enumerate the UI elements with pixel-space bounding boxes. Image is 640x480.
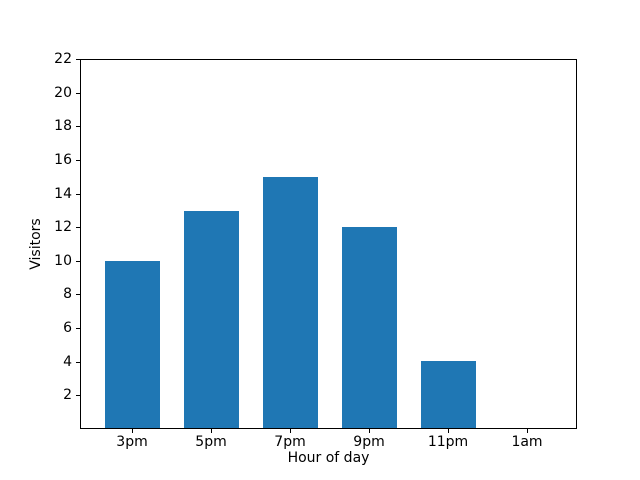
x-tick-mark xyxy=(527,429,528,433)
x-tick-mark xyxy=(448,429,449,433)
y-tick-mark xyxy=(76,328,80,329)
y-tick-mark xyxy=(76,194,80,195)
x-tick-mark xyxy=(290,429,291,433)
y-tick-mark xyxy=(76,261,80,262)
y-tick-label: 6 xyxy=(63,320,72,336)
y-tick-label: 10 xyxy=(54,253,72,269)
y-tick-mark xyxy=(76,294,80,295)
bar-7pm xyxy=(262,177,318,428)
y-tick-label: 20 xyxy=(54,85,72,101)
y-tick-label: 8 xyxy=(63,286,72,302)
x-tick-mark xyxy=(211,429,212,433)
x-axis-label: Hour of day xyxy=(287,450,370,466)
y-tick-mark xyxy=(76,59,80,60)
x-tick-label: 1am xyxy=(511,434,543,450)
y-tick-label: 12 xyxy=(54,219,72,235)
x-tick-mark xyxy=(369,429,370,433)
y-tick-label: 4 xyxy=(63,354,72,370)
x-tick-label: 9pm xyxy=(353,434,385,450)
bar-9pm xyxy=(341,227,397,428)
x-tick-label: 7pm xyxy=(274,434,306,450)
y-tick-mark xyxy=(76,160,80,161)
plot-area xyxy=(80,59,577,429)
x-tick-label: 3pm xyxy=(116,434,148,450)
y-tick-mark xyxy=(76,93,80,94)
y-tick-label: 18 xyxy=(54,118,72,134)
x-tick-mark xyxy=(132,429,133,433)
y-tick-label: 22 xyxy=(54,51,72,67)
y-tick-mark xyxy=(76,395,80,396)
x-tick-label: 11pm xyxy=(427,434,469,450)
y-tick-label: 2 xyxy=(63,387,72,403)
y-tick-mark xyxy=(76,227,80,228)
y-tick-label: 16 xyxy=(54,152,72,168)
bar-5pm xyxy=(183,211,239,428)
bar-3pm xyxy=(104,261,160,428)
y-tick-label: 14 xyxy=(54,186,72,202)
y-tick-mark xyxy=(76,126,80,127)
y-tick-mark xyxy=(76,362,80,363)
x-tick-label: 5pm xyxy=(195,434,227,450)
bar-11pm xyxy=(420,361,476,428)
